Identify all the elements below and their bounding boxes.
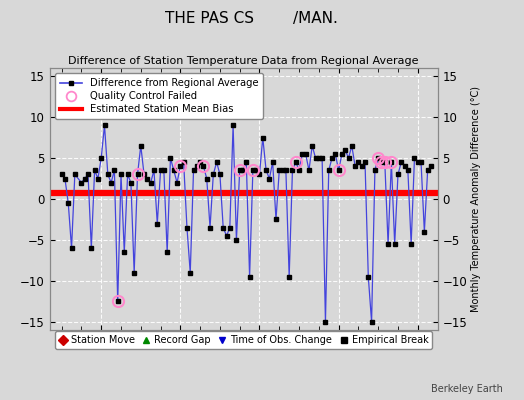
Text: THE PAS CS        /MAN.: THE PAS CS /MAN.	[165, 11, 338, 26]
Legend: Station Move, Record Gap, Time of Obs. Change, Empirical Break: Station Move, Record Gap, Time of Obs. C…	[55, 331, 432, 349]
Legend: Difference from Regional Average, Quality Control Failed, Estimated Station Mean: Difference from Regional Average, Qualit…	[55, 73, 264, 119]
Y-axis label: Monthly Temperature Anomaly Difference (°C): Monthly Temperature Anomaly Difference (…	[471, 86, 482, 312]
Text: Berkeley Earth: Berkeley Earth	[431, 384, 503, 394]
Title: Difference of Station Temperature Data from Regional Average: Difference of Station Temperature Data f…	[69, 56, 419, 66]
